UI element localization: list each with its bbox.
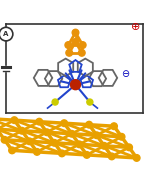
- Circle shape: [9, 147, 15, 154]
- Circle shape: [72, 29, 79, 36]
- Text: A: A: [3, 31, 9, 37]
- Circle shape: [79, 50, 85, 56]
- Circle shape: [76, 141, 83, 148]
- Circle shape: [11, 117, 18, 123]
- Circle shape: [65, 42, 72, 48]
- Circle shape: [52, 99, 58, 105]
- Circle shape: [59, 150, 65, 157]
- Circle shape: [118, 133, 125, 140]
- Circle shape: [43, 129, 50, 136]
- Circle shape: [34, 149, 40, 155]
- Circle shape: [133, 155, 140, 161]
- Circle shape: [19, 127, 25, 134]
- Circle shape: [71, 80, 80, 90]
- Circle shape: [68, 130, 75, 137]
- Circle shape: [72, 39, 79, 45]
- Circle shape: [126, 144, 132, 151]
- Circle shape: [84, 152, 90, 158]
- Circle shape: [93, 132, 100, 139]
- Text: ⊖: ⊖: [121, 69, 129, 79]
- Circle shape: [36, 118, 43, 125]
- Text: ⊕: ⊕: [131, 22, 141, 32]
- Circle shape: [26, 138, 33, 145]
- Circle shape: [108, 153, 115, 160]
- Circle shape: [61, 120, 67, 126]
- Circle shape: [66, 50, 72, 56]
- Circle shape: [101, 143, 108, 149]
- Circle shape: [1, 136, 8, 143]
- Circle shape: [79, 42, 86, 48]
- Circle shape: [51, 139, 58, 146]
- Circle shape: [111, 123, 117, 129]
- Circle shape: [86, 121, 92, 128]
- Circle shape: [0, 27, 13, 41]
- Circle shape: [87, 99, 93, 105]
